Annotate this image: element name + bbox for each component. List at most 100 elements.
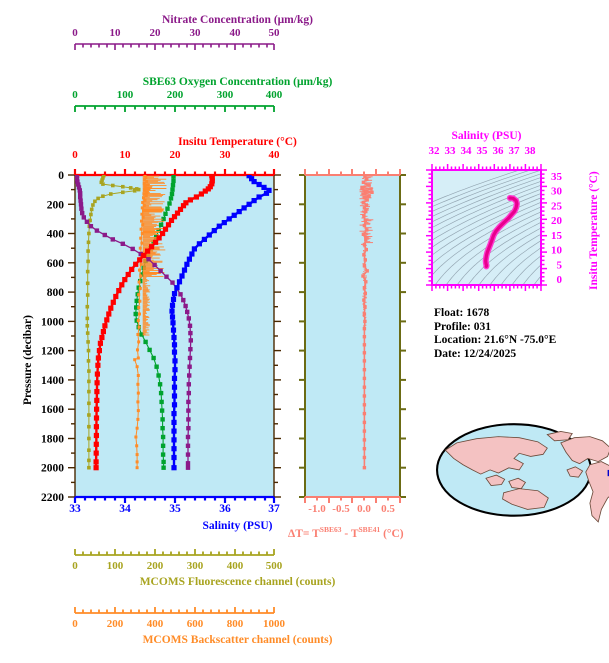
profile-series: [133, 175, 176, 470]
metadata-location-label: Location:: [434, 334, 482, 346]
salinity-tick: 35: [169, 503, 181, 515]
backscatter-tick: 400: [146, 618, 164, 630]
svg-text:2200: 2200: [41, 492, 64, 504]
svg-text:1800: 1800: [41, 434, 64, 446]
map-landmasses: [444, 431, 609, 523]
metadata-location-row: Location: 21.6°N -75.0°E: [434, 334, 556, 348]
metadata-float-label: Float:: [434, 307, 464, 319]
fluorescence-tick: 100: [106, 560, 124, 572]
nitrate-tick: 50: [268, 27, 280, 39]
delta-t-panel-background: [305, 175, 400, 497]
ts-temperature-tick: 25: [551, 200, 563, 212]
oxygen-axis-line: [74, 105, 275, 112]
svg-text:0: 0: [58, 170, 64, 182]
oxygen-tick-labels: 0 100 200 300 400: [0, 89, 609, 104]
metadata-profile-value: 031: [473, 320, 491, 333]
fluorescence-tick: 400: [226, 560, 244, 572]
oxygen-tick: 300: [216, 89, 234, 101]
ts-temperature-tick: 30: [551, 186, 563, 198]
backscatter-tick: 600: [186, 618, 204, 630]
metadata-date-value: 12/24/2025: [463, 347, 517, 360]
map-float-marker: [607, 469, 609, 477]
salinity-tick: 33: [69, 503, 81, 515]
profile-series: [85, 175, 141, 470]
oxygen-tick: 200: [166, 89, 184, 101]
delta-t-tick: -0.5: [332, 503, 350, 515]
temperature-tick: 40: [268, 149, 280, 161]
nitrate-axis-line: [74, 43, 275, 50]
ts-salinity-tick: 36: [492, 145, 504, 157]
metadata-date-label: Date:: [434, 347, 461, 360]
metadata-profile-row: Profile: 031: [434, 321, 556, 335]
salinity-axis-labels: 33 34 35 36 37 Salinity (PSU): [0, 503, 609, 532]
backscatter-tick: 800: [226, 618, 244, 630]
nitrate-tick: 0: [72, 27, 78, 39]
backscatter-tick: 1000: [263, 618, 285, 630]
delta-t-panel-frame: [299, 174, 406, 498]
delta-t-title-minus: - T: [341, 527, 359, 540]
pressure-tick-labels: 0 200 400 600 800 1000 1200 1400 1600 1800 20…: [41, 170, 64, 504]
svg-text:2000: 2000: [41, 463, 64, 475]
svg-text:600: 600: [47, 258, 65, 270]
fluorescence-axis-line: [74, 549, 275, 556]
ts-temperature-axis-title: Insitu Temperature (°C): [588, 171, 600, 290]
salinity-tick: 36: [219, 503, 231, 515]
salinity-tick: 34: [119, 503, 131, 515]
ts-salinity-tick: 33: [444, 145, 456, 157]
nitrate-tick: 10: [109, 27, 121, 39]
nitrate-tick-labels: 0 10 20 30 40 50: [0, 27, 609, 42]
nitrate-axis: Nitrate Concentration (μm/kg) 0 10 20 30…: [0, 14, 609, 52]
delta-t-axis-top: [304, 169, 401, 176]
metadata-float-row: Float: 1678: [434, 307, 556, 321]
temperature-axis: Insitu Temperature (°C) 0 10 20 30 40: [0, 136, 609, 164]
temperature-axis-line: [73, 169, 276, 177]
ts-salinity-tick: 34: [460, 145, 472, 157]
backscatter-axis-line: [74, 607, 275, 614]
ts-temperature-tick: 35: [551, 171, 563, 183]
nitrate-tick: 20: [149, 27, 161, 39]
ts-salinity-tick: 35: [476, 145, 488, 157]
backscatter-tick: 0: [72, 618, 78, 630]
nitrate-tick: 30: [189, 27, 201, 39]
salinity-axis-line: [73, 495, 276, 503]
delta-t-tick-labels: -1.0 -0.5 0.0 0.5: [0, 503, 609, 518]
ts-temperature-tick: 10: [551, 245, 563, 257]
backscatter-tick: 200: [106, 618, 124, 630]
fluorescence-tick: 200: [146, 560, 164, 572]
world-map[interactable]: [436, 423, 609, 523]
fluorescence-tick: 300: [186, 560, 204, 572]
salinity-axis-title: Salinity (PSU): [202, 520, 273, 532]
delta-t-axis-bottom: [304, 496, 401, 503]
delta-t-series-group: [359, 175, 374, 470]
ts-density-contours: [432, 170, 541, 285]
fluorescence-tick: 500: [265, 560, 283, 572]
ts-salinity-tick: 38: [524, 145, 536, 157]
oxygen-tick: 0: [72, 89, 78, 101]
temperature-tick: 0: [72, 149, 78, 161]
ts-salinity-tick: 32: [428, 145, 440, 157]
ts-temperature-tick: 0: [557, 274, 563, 286]
ts-temperature-tick: 15: [551, 230, 563, 242]
oxygen-axis: SBE63 Oxygen Concentration (μm/kg) 0 100…: [0, 76, 609, 114]
svg-text:400: 400: [47, 229, 65, 241]
svg-text:800: 800: [47, 287, 65, 299]
backscatter-axis: 0 200 400 600 800 1000 MCOMS Backscatter…: [0, 607, 609, 646]
oxygen-tick: 400: [265, 89, 283, 101]
svg-text:1600: 1600: [41, 404, 64, 416]
delta-t-tick: 0.5: [381, 503, 395, 515]
temperature-tick: 20: [169, 149, 181, 161]
delta-t-title-lead: ΔT= T: [288, 527, 320, 540]
profile-series: [75, 175, 193, 470]
delta-t-tick: -1.0: [308, 503, 326, 515]
svg-text:1200: 1200: [41, 346, 64, 358]
ts-temperature-tick: 20: [551, 215, 563, 227]
metadata-float-value: 1678: [466, 307, 490, 319]
svg-text:200: 200: [47, 199, 65, 211]
fluorescence-axis-title: MCOMS Fluorescence channel (counts): [139, 576, 336, 588]
delta-t-title-sup1: SBE63: [319, 525, 342, 534]
nitrate-tick: 40: [229, 27, 241, 39]
delta-t-axis-title: ΔT= TSBE63 - TSBE41 (°C): [288, 525, 404, 540]
ts-salinity-tick-labels: 32 33 34 35 36 37 38: [0, 145, 609, 159]
ts-temperature-tick: 5: [557, 259, 563, 271]
